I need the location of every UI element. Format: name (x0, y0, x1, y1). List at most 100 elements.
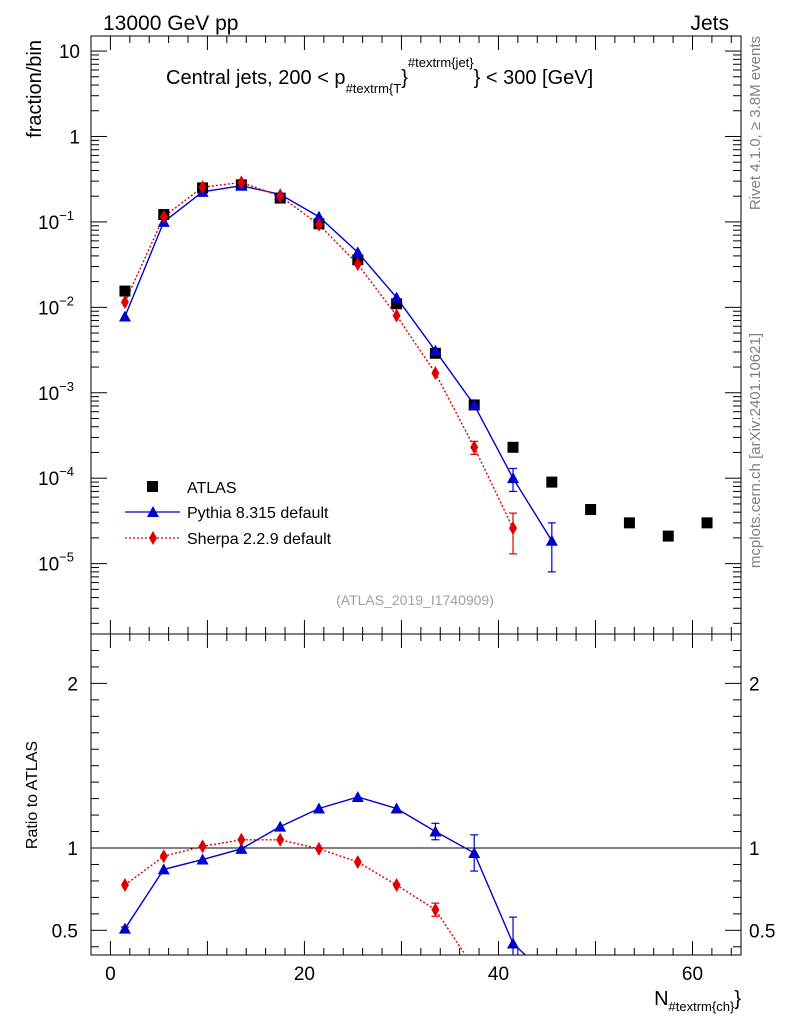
x-axis-label-sub: #textrm{ch} (669, 999, 735, 1014)
pythia-ratio-point (312, 802, 325, 814)
legend-atlas-marker (147, 481, 158, 492)
pythia-ratio-point (429, 825, 442, 837)
legend-sherpa-marker (149, 531, 157, 545)
sherpa-ratio-point (237, 832, 246, 847)
sherpa-ratio-point (509, 988, 517, 1002)
legend-pythia-label: Pythia 8.315 default (187, 505, 329, 522)
sherpa-ratio-point (276, 832, 285, 847)
analysis-tag: (ATLAS_2019_I1740909) (336, 592, 494, 608)
pythia-point (118, 310, 131, 322)
header-right-title: Jets (690, 12, 729, 35)
sherpa-point (470, 440, 479, 455)
sherpa-point (314, 217, 323, 232)
ratio-y-tick-labels: 0.5 0.5 1 1 2 2 (52, 674, 776, 942)
legend: ATLAS Pythia 8.315 default Sherpa 2.2.9 … (125, 480, 332, 548)
rivet-side-label: Rivet 4.1.0, ≥ 3.8M events (747, 36, 764, 210)
sherpa-point (159, 209, 168, 224)
ratio-y-axis-label: Ratio to ATLAS (24, 741, 41, 849)
pythia-ratio-line (124, 796, 527, 955)
sherpa-point (353, 257, 362, 272)
x-axis-label-main: N (654, 988, 668, 1010)
ratio-y-tick-label-left: 0.5 (52, 921, 78, 942)
atlas-point (701, 517, 713, 529)
main-panel-title: Central jets, 200 < p#textrm{T}#textrm{j… (166, 55, 593, 96)
pythia-ratio-point (196, 853, 209, 865)
legend-atlas-label: ATLAS (187, 480, 237, 497)
sherpa-ratio-point (353, 854, 362, 869)
pythia-ratio-point (235, 842, 248, 854)
sherpa-point (276, 189, 285, 204)
title-brace: } (401, 67, 408, 89)
title-pre: Central jets, 200 < p (166, 67, 346, 89)
pythia-point (507, 472, 520, 484)
sherpa-point (120, 295, 129, 310)
mcplots-side-label: mcplots.cern.ch [arXiv:2401.10621] (747, 333, 764, 568)
atlas-point (119, 285, 131, 297)
ratio-y-tick-label-right: 2 (749, 674, 760, 695)
ratio-panel-frame (90, 633, 742, 956)
pythia-point (545, 534, 558, 546)
sherpa-main-line (124, 181, 514, 529)
pythia-ratio-point (507, 937, 520, 949)
main-y-tick-labels: 10 1 10−1 10−2 10−3 10−4 10−5 (38, 42, 80, 576)
pythia-ratio-point (118, 922, 131, 934)
pythia-ratio-point (351, 790, 364, 802)
x-tick-label: 0 (105, 964, 116, 985)
pythia-point (468, 398, 481, 410)
ratio-y-tick-label-right: 1 (749, 839, 760, 860)
pythia-ratio-point (468, 846, 481, 858)
header-left-title: 13000 GeV pp (103, 12, 238, 35)
sherpa-point (392, 308, 401, 323)
atlas-point (585, 503, 597, 515)
pythia-ratio-point (390, 802, 403, 814)
sherpa-point (237, 175, 246, 190)
pythia-ratio-point (157, 863, 170, 875)
sherpa-ratio-point (198, 839, 207, 854)
ratio-axis-ticks (91, 634, 741, 955)
atlas-point (623, 517, 635, 529)
pythia-ratio-point (274, 820, 287, 832)
y-tick-label: 1 (69, 127, 80, 148)
sherpa-ratio-point (314, 841, 323, 856)
y-tick-label: 10 (59, 42, 80, 63)
main-data-layer (118, 175, 713, 573)
title-sub: #textrm{T (346, 81, 402, 96)
pythia-point (390, 291, 403, 303)
sherpa-ratio-line (124, 839, 467, 955)
main-y-axis-label: fraction/bin (24, 40, 46, 138)
atlas-point (391, 298, 403, 310)
pythia-main-line (124, 185, 553, 542)
x-tick-label: 20 (294, 964, 315, 985)
sherpa-ratio-point (470, 961, 478, 975)
atlas-point (546, 476, 558, 488)
ratio-y-tick-label-left: 1 (67, 839, 78, 860)
title-post: } < 300 [GeV] (474, 67, 594, 89)
pythia-point (312, 210, 325, 222)
sherpa-point (431, 366, 440, 381)
sherpa-point (198, 180, 207, 195)
main-axis-ticks (91, 36, 741, 634)
atlas-point (662, 530, 674, 542)
pythia-point (351, 246, 364, 258)
atlas-point (507, 441, 519, 453)
sherpa-point (509, 521, 518, 536)
x-axis-label: N#textrm{ch}} (654, 988, 741, 1014)
y-tick-label: 10−2 (38, 293, 74, 319)
sherpa-ratio-point (120, 878, 129, 893)
ratio-data-layer (118, 790, 527, 1002)
pythia-point (429, 344, 442, 356)
legend-pythia-marker (147, 506, 159, 517)
title-sup: #textrm{jet} (408, 55, 474, 70)
y-tick-label: 10−3 (38, 379, 74, 405)
sherpa-ratio-point (431, 902, 440, 917)
legend-sherpa-label: Sherpa 2.2.9 default (187, 531, 332, 548)
sherpa-ratio-point (392, 878, 401, 893)
x-tick-label: 60 (682, 964, 703, 985)
ratio-y-tick-label-right: 0.5 (749, 921, 775, 942)
x-tick-label: 40 (488, 964, 509, 985)
ratio-y-tick-label-left: 2 (67, 674, 78, 695)
y-tick-label: 10−5 (38, 550, 74, 576)
sherpa-ratio-point (159, 849, 168, 864)
x-tick-labels: 0 20 40 60 (105, 964, 703, 985)
